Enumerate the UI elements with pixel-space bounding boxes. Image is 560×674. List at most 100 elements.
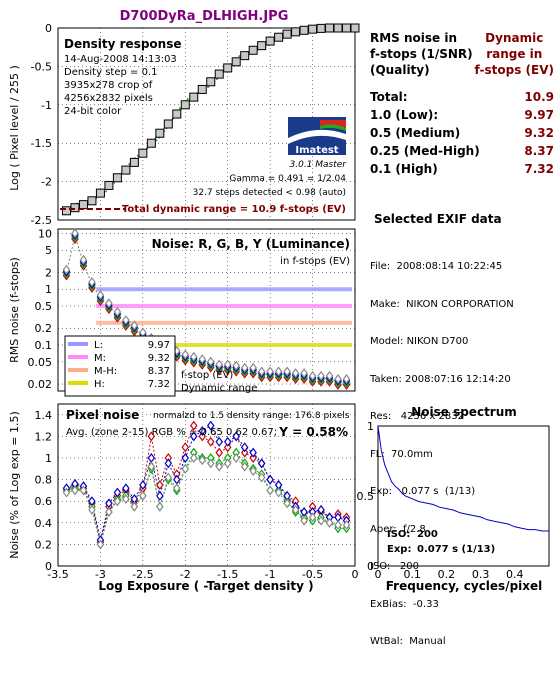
rms-header: RMS noise in f-stops (1/SNR) (Quality) — [370, 30, 473, 78]
rms-point — [283, 366, 291, 377]
dr-row-value: 10.9 — [524, 90, 554, 104]
density-point — [248, 45, 258, 55]
pixel-noise-ylabel: Noise (% of Log exp = 1.5) — [8, 411, 21, 559]
y-tick-label: 0.2 — [35, 322, 53, 335]
noise-point-y — [232, 453, 240, 463]
exif-list: File: 2008:08:14 10:22:45 Make: NIKON CO… — [370, 236, 514, 674]
y-tick-label: 0 — [367, 560, 374, 573]
noise-point-y — [317, 515, 325, 526]
y-tick-label: -1 — [41, 99, 52, 112]
density-point — [180, 100, 190, 110]
dr-row-medium: 0.5 (Medium) 9.32 — [370, 124, 554, 142]
noise-point-y — [173, 483, 181, 494]
x-tick-label: -0.5 — [302, 568, 323, 581]
density-grid — [58, 28, 355, 220]
dr-row-label: 0.1 (High) — [370, 162, 438, 176]
noise-point-y — [300, 515, 308, 526]
spectrum-xlabel: Frequency, cycles/pixel — [386, 579, 543, 593]
spectrum-line — [377, 425, 549, 532]
rms-point — [240, 362, 249, 373]
exif-line: Aper: f/2.8 — [370, 523, 426, 535]
density-y-ticks: 0 -0.5 -1 -1.5 -2 -2.5 — [31, 22, 52, 227]
density-point — [308, 24, 318, 34]
noise-point-b — [232, 431, 240, 442]
density-point — [350, 23, 360, 33]
noise-point-y — [62, 487, 71, 498]
legend-note-dr: Dynamic range — [181, 383, 257, 394]
spectrum-iso-value: 200 — [417, 529, 438, 540]
noise-point-y — [334, 519, 342, 530]
noise-point-y — [122, 494, 130, 505]
rms-point — [266, 366, 274, 377]
pixel-noise-avg: Avg. (zone 2-15) RGB % = 0.65 0.62 0.67; — [66, 427, 277, 438]
rms-point — [198, 354, 207, 365]
noise-point-r — [215, 447, 223, 458]
noise-point-y — [206, 458, 215, 469]
density-point — [299, 25, 309, 35]
y-tick-label: -0.5 — [31, 60, 52, 73]
rms-point — [274, 366, 283, 377]
density-points — [61, 23, 360, 216]
noise-point-y — [223, 458, 232, 469]
pixel-noise-title: Pixel noise — [66, 408, 139, 422]
density-point — [78, 200, 88, 210]
total-dr-label: Total dynamic range = 10.9 f-stops (EV) — [122, 204, 346, 215]
pixel-noise-panel — [57, 403, 356, 567]
noise-point-r — [206, 436, 215, 447]
rms-point — [113, 306, 122, 317]
density-point — [240, 51, 250, 61]
noise-line-g — [66, 451, 347, 545]
rms-legend: L: M: M-H: H: 9.97 9.32 8.37 7.32 — [64, 335, 176, 397]
density-point — [214, 69, 224, 79]
density-point — [282, 29, 292, 39]
density-point — [138, 148, 148, 158]
noise-point-y — [249, 465, 257, 476]
noise-point-b — [156, 490, 164, 501]
rms-point — [190, 351, 198, 362]
density-point — [325, 23, 335, 33]
noise-point-b — [198, 426, 207, 436]
noise-point-b — [139, 480, 147, 490]
noise-point-y — [139, 490, 147, 501]
noise-point-r — [156, 480, 164, 490]
dr-row-label: 1.0 (Low): — [370, 108, 439, 122]
noise-point-y — [130, 501, 139, 512]
y-tick-label: 0.4 — [35, 517, 53, 530]
y-tick-label: 0 — [45, 560, 52, 573]
gamma-label: Gamma = 0.491 = 1/2.04 — [229, 174, 346, 184]
y-tick-label: 0.6 — [35, 495, 53, 508]
noise-point-b — [249, 447, 257, 458]
exif-title: Selected EXIF data — [374, 212, 502, 226]
exif-line: FL: 70.0mm — [370, 448, 433, 460]
rms-point — [62, 264, 71, 275]
density-point — [112, 173, 122, 183]
dr-header-line3: f-stops (EV) — [474, 63, 554, 77]
dr-row-low: 1.0 (Low): 9.97 — [370, 106, 554, 124]
noise-point-y — [342, 519, 351, 530]
noise-point-y — [308, 512, 317, 523]
rms-point — [105, 298, 113, 309]
rms-point — [130, 320, 139, 331]
legend-m-name: M: — [94, 353, 106, 364]
noise-point-y — [274, 487, 283, 498]
spectrum-exp-label: Exp: — [387, 544, 411, 555]
noise-line-r — [66, 424, 347, 543]
dr-row-value: 9.97 — [524, 108, 554, 122]
y-tick-label: -1.5 — [31, 137, 52, 150]
rms-header-line1: RMS noise in — [370, 31, 458, 45]
noise-point-y — [79, 485, 88, 496]
rms-ylabel: RMS noise (f-stops) — [8, 257, 21, 363]
dr-table: Total: 10.9 1.0 (Low): 9.97 0.5 (Medium)… — [370, 88, 554, 178]
noise-point-y — [156, 501, 164, 512]
noise-point-y — [88, 504, 96, 515]
y-tick-label: 1.2 — [35, 430, 53, 443]
x-tick-label: -3 — [95, 568, 106, 581]
dr-row-high: 0.1 (High) 7.32 — [370, 160, 554, 178]
legend-l-value: 9.97 — [148, 340, 170, 351]
summary-side-panel: RMS noise in f-stops (1/SNR) (Quality) D… — [370, 0, 560, 647]
rms-point — [334, 373, 342, 384]
x-tick-label: -2 — [180, 568, 191, 581]
noise-point-y — [291, 504, 300, 515]
density-point — [121, 165, 131, 175]
x-tick-label: -1 — [265, 568, 276, 581]
